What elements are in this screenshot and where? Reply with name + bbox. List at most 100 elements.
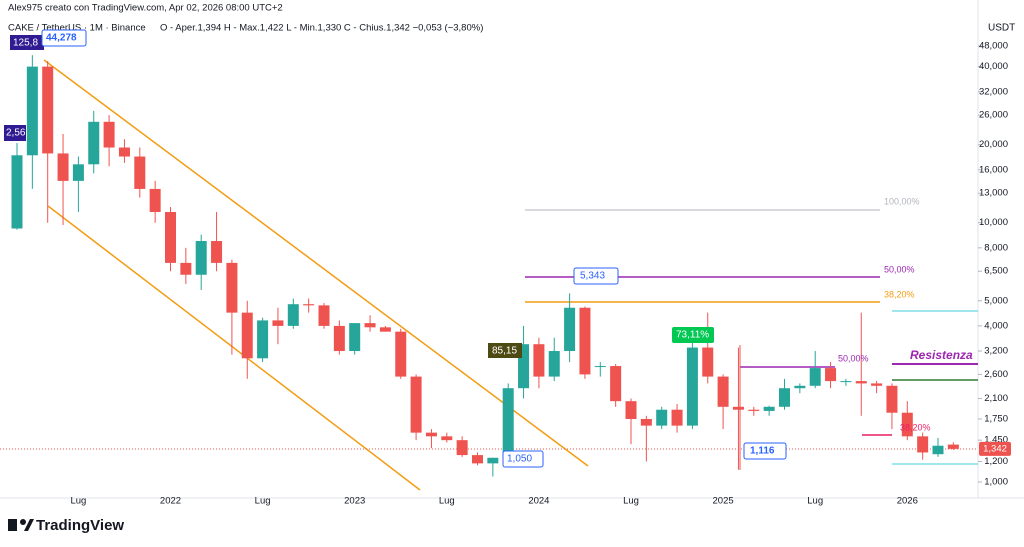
brand: TradingView xyxy=(36,517,124,534)
credit: Alex975 creato con TradingView.com, Apr … xyxy=(8,3,283,14)
x-tick-label: Lug xyxy=(807,495,823,506)
candle-body xyxy=(794,385,806,389)
candle-body xyxy=(564,307,576,352)
annotation: 5,343 xyxy=(580,271,605,282)
candle-body xyxy=(72,164,84,181)
candle-body xyxy=(947,444,959,449)
candle-body xyxy=(456,440,468,456)
candle-body xyxy=(610,366,622,402)
candle-body xyxy=(287,304,299,326)
candle-body xyxy=(502,388,514,458)
candle-body xyxy=(548,351,560,377)
candle-body xyxy=(103,121,115,148)
candle-body xyxy=(748,409,760,411)
candle-body xyxy=(579,307,591,375)
label-box xyxy=(4,125,26,141)
price-tag xyxy=(979,441,1011,456)
candle-body xyxy=(871,383,883,386)
candle-body xyxy=(379,327,391,332)
label-box xyxy=(41,29,87,47)
candle-body xyxy=(226,262,238,313)
y-tick-label: 2,600 xyxy=(984,369,1008,380)
x-tick-label: 2024 xyxy=(528,495,549,506)
x-tick-label: Lug xyxy=(439,495,455,506)
y-tick-label: 20,000 xyxy=(979,139,1008,150)
annotation: 1,050 xyxy=(507,454,532,465)
candles xyxy=(11,55,959,477)
label-box xyxy=(502,450,544,468)
y-tick-label: 10,000 xyxy=(979,217,1008,228)
candle-body xyxy=(840,381,852,383)
label-box xyxy=(573,267,619,285)
annotation: 2,56 xyxy=(6,128,26,139)
x-tick-label: 2022 xyxy=(160,495,181,506)
label-box xyxy=(488,343,522,358)
candle-body xyxy=(686,347,698,426)
y-tick-label: 16,000 xyxy=(979,164,1008,175)
fib-label: 100,00% xyxy=(884,196,920,206)
candle-body xyxy=(149,188,161,212)
x-tick-label: Lug xyxy=(70,495,86,506)
candle-body xyxy=(917,436,929,453)
candle-body xyxy=(855,381,867,384)
channel-line xyxy=(47,205,421,491)
y-tick-label: 1,200 xyxy=(984,456,1008,467)
candle-body xyxy=(11,155,23,229)
candle-body xyxy=(732,406,744,410)
label-box xyxy=(743,442,787,460)
candle-body xyxy=(518,344,530,389)
candle-body xyxy=(165,211,176,263)
candle-body xyxy=(303,304,315,306)
fib-label: 38,20% xyxy=(884,289,915,299)
candle-body xyxy=(42,66,54,154)
x-tick-label: 2026 xyxy=(897,495,918,506)
y-tick-label: 5,000 xyxy=(984,295,1008,306)
candle-body xyxy=(118,147,130,157)
annotation: 44,278 xyxy=(46,33,77,44)
candle-body xyxy=(702,347,714,377)
currency: USDT xyxy=(988,23,1015,34)
candle-body xyxy=(886,385,898,413)
candle-body xyxy=(487,457,499,464)
candle-body xyxy=(717,376,729,407)
y-tick-label: 13,000 xyxy=(979,188,1008,199)
candle-body xyxy=(671,409,683,426)
annotation: 73,11% xyxy=(676,330,709,341)
y-tick-label: 3,200 xyxy=(984,346,1008,357)
candle-body xyxy=(88,121,100,165)
candle-body xyxy=(195,241,207,275)
candle-body xyxy=(441,436,453,441)
annotation: 125,8 xyxy=(13,38,38,49)
y-tick-label: 32,000 xyxy=(979,86,1008,97)
candle-body xyxy=(241,312,253,359)
label-box xyxy=(672,327,714,343)
y-tick-label: 8,000 xyxy=(984,242,1008,253)
fib-label: 50,00% xyxy=(838,353,869,363)
candle-body xyxy=(333,325,345,352)
candle-body xyxy=(472,455,483,464)
candle-body xyxy=(57,153,69,181)
channel-line xyxy=(43,59,589,467)
candle-body xyxy=(594,366,606,368)
y-tick-label: 1,450 xyxy=(984,435,1008,446)
candle-body xyxy=(640,418,652,426)
annotation: 1,116 xyxy=(750,446,775,457)
candle-body xyxy=(26,66,38,156)
y-tick-label: 26,000 xyxy=(979,110,1008,121)
candle-body xyxy=(425,432,437,437)
price-tag-label: 1,342 xyxy=(983,443,1007,454)
candle-body xyxy=(134,156,146,189)
candle-body xyxy=(763,406,775,411)
candle-body xyxy=(901,412,913,437)
candle-body xyxy=(809,368,821,386)
x-tick-label: Lug xyxy=(255,495,271,506)
logo-mark xyxy=(24,519,34,531)
label-box xyxy=(10,35,44,50)
candle-body xyxy=(349,323,361,352)
candle-body xyxy=(318,305,330,326)
candle-body xyxy=(410,376,422,433)
candle-body xyxy=(533,344,545,377)
logo-mark xyxy=(8,519,17,531)
y-tick-label: 48,000 xyxy=(979,41,1008,52)
